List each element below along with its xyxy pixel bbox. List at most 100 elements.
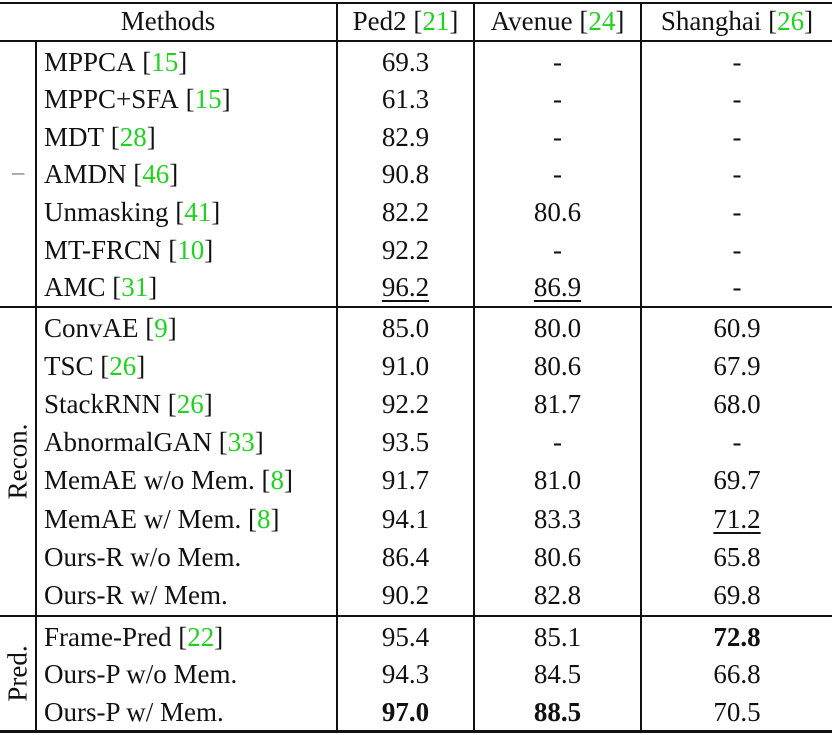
ped2-score: 86.4 bbox=[381, 541, 430, 572]
table-row: ConvAE [9] 85.0 80.0 60.9 bbox=[0, 309, 832, 347]
citation-link[interactable]: 41 bbox=[184, 196, 212, 227]
table-row: MPPC+SFA [15] 61.3 - - bbox=[0, 81, 832, 119]
shanghai-score: 66.8 bbox=[713, 659, 761, 690]
avenue-score: 84.5 bbox=[533, 659, 582, 690]
ped2-score: 90.8 bbox=[381, 159, 430, 190]
shanghai-score: 72.8 bbox=[713, 621, 761, 652]
header-avenue: Avenue [24] bbox=[490, 5, 625, 36]
method-name: MPPC+SFA [15] bbox=[44, 84, 231, 115]
avenue-score: - bbox=[553, 234, 562, 265]
table-row: Ours-R w/ Mem. 90.2 82.8 69.8 bbox=[0, 576, 832, 614]
ped2-score: 61.3 bbox=[381, 84, 430, 115]
citation-link[interactable]: 26 bbox=[176, 388, 204, 419]
group-rule-2 bbox=[0, 615, 832, 617]
citation-link[interactable]: 9 bbox=[154, 312, 168, 343]
method-name: Ours-P w/ Mem. bbox=[44, 696, 224, 727]
ped2-score: 91.7 bbox=[381, 465, 430, 496]
bottom-rule bbox=[0, 730, 832, 733]
method-name: MemAE w/ Mem. [8] bbox=[44, 503, 280, 534]
ped2-score: 82.9 bbox=[381, 121, 430, 152]
avenue-score: - bbox=[553, 46, 562, 77]
citation-link[interactable]: 26 bbox=[109, 350, 137, 381]
col-divider-1 bbox=[336, 2, 338, 732]
citation-link[interactable]: 21 bbox=[422, 5, 450, 36]
citation-link[interactable]: 15 bbox=[151, 46, 179, 77]
shanghai-score: - bbox=[732, 46, 742, 77]
header-methods: Methods bbox=[120, 5, 216, 36]
table-row: StackRNN [26] 92.2 81.7 68.0 bbox=[0, 385, 832, 423]
shanghai-score: - bbox=[732, 159, 742, 190]
shanghai-score: 69.7 bbox=[713, 465, 761, 496]
table-row: Ours-R w/o Mem. 86.4 80.6 65.8 bbox=[0, 538, 832, 576]
ped2-score: 94.1 bbox=[381, 503, 430, 534]
method-name: MT-FRCN [10] bbox=[44, 234, 214, 265]
citation-link[interactable]: 8 bbox=[270, 465, 284, 496]
ped2-score: 92.2 bbox=[381, 234, 430, 265]
avenue-score: 82.8 bbox=[533, 579, 582, 610]
avenue-score: 80.6 bbox=[533, 541, 582, 572]
shanghai-score: 70.5 bbox=[713, 696, 761, 727]
table-row: AMDN [46] 90.8 - - bbox=[0, 156, 832, 194]
shanghai-score: 67.9 bbox=[713, 350, 761, 381]
ped2-score: 96.2 bbox=[381, 272, 430, 303]
method-name: Ours-R w/o Mem. bbox=[44, 541, 242, 572]
avenue-score: - bbox=[553, 159, 562, 190]
method-name: Frame-Pred [22] bbox=[44, 621, 224, 652]
avenue-score: 80.6 bbox=[533, 196, 582, 227]
method-name: Ours-P w/o Mem. bbox=[44, 659, 238, 690]
method-name: AMDN [46] bbox=[44, 159, 179, 190]
citation-link[interactable]: 31 bbox=[121, 272, 149, 303]
avenue-score: - bbox=[553, 121, 562, 152]
citation-link[interactable]: 46 bbox=[142, 159, 170, 190]
method-name: Ours-R w/ Mem. bbox=[44, 579, 228, 610]
method-name: MPPCA [15] bbox=[44, 46, 188, 77]
avenue-score: 81.0 bbox=[533, 465, 582, 496]
method-name: AMC [31] bbox=[44, 272, 158, 303]
shanghai-score: 65.8 bbox=[713, 541, 761, 572]
table-row: Ours-P w/o Mem. 94.3 84.5 66.8 bbox=[0, 656, 832, 694]
col-divider-2 bbox=[473, 2, 475, 732]
citation-link[interactable]: 22 bbox=[187, 621, 215, 652]
shanghai-score: 69.8 bbox=[713, 579, 761, 610]
citation-link[interactable]: 15 bbox=[194, 84, 222, 115]
citation-link[interactable]: 8 bbox=[256, 503, 271, 534]
shanghai-score: 68.0 bbox=[713, 388, 761, 419]
avenue-score: 85.1 bbox=[533, 621, 582, 652]
ped2-score: 94.3 bbox=[381, 659, 430, 690]
citation-link[interactable]: 33 bbox=[227, 427, 255, 458]
header-ped2: Ped2 [21] bbox=[352, 5, 459, 36]
avenue-score: 80.6 bbox=[533, 350, 582, 381]
shanghai-score: - bbox=[732, 84, 742, 115]
table-row: MPPCA [15] 69.3 - - bbox=[0, 43, 832, 81]
ped2-score: 85.0 bbox=[381, 312, 430, 343]
table-row: AbnormalGAN [33] 93.5 - - bbox=[0, 424, 832, 462]
shanghai-score: - bbox=[732, 427, 742, 458]
method-name: AbnormalGAN [33] bbox=[44, 427, 264, 458]
shanghai-score: - bbox=[732, 121, 742, 152]
ped2-score: 93.5 bbox=[381, 427, 430, 458]
table-row: MT-FRCN [10] 92.2 - - bbox=[0, 231, 832, 269]
table-row: AMC [31] 96.2 86.9 - bbox=[0, 269, 832, 307]
citation-link[interactable]: 10 bbox=[177, 234, 205, 265]
method-name: Unmasking [41] bbox=[44, 196, 221, 227]
ped2-score: 92.2 bbox=[381, 388, 430, 419]
top-rule bbox=[0, 2, 832, 4]
ped2-score: 69.3 bbox=[381, 46, 430, 77]
ped2-score: 95.4 bbox=[381, 621, 430, 652]
ped2-score: 90.2 bbox=[381, 579, 430, 610]
shanghai-score: - bbox=[732, 234, 742, 265]
citation-link[interactable]: 28 bbox=[119, 121, 147, 152]
avenue-score: - bbox=[553, 84, 562, 115]
method-name: StackRNN [26] bbox=[44, 388, 213, 419]
ped2-score: 91.0 bbox=[381, 350, 430, 381]
table-row: MDT [28] 82.9 - - bbox=[0, 118, 832, 156]
table-row: TSC [26] 91.0 80.6 67.9 bbox=[0, 347, 832, 385]
table-row: Frame-Pred [22] 95.4 85.1 72.8 bbox=[0, 618, 832, 656]
avenue-score: 80.0 bbox=[533, 312, 582, 343]
avenue-score: 83.3 bbox=[533, 503, 582, 534]
citation-link[interactable]: 24 bbox=[588, 5, 616, 36]
method-name: TSC [26] bbox=[44, 350, 146, 381]
citation-link[interactable]: 26 bbox=[777, 5, 805, 36]
table-row: MemAE w/ Mem. [8] 94.1 83.3 71.2 bbox=[0, 500, 832, 538]
method-name: MDT [28] bbox=[44, 121, 156, 152]
